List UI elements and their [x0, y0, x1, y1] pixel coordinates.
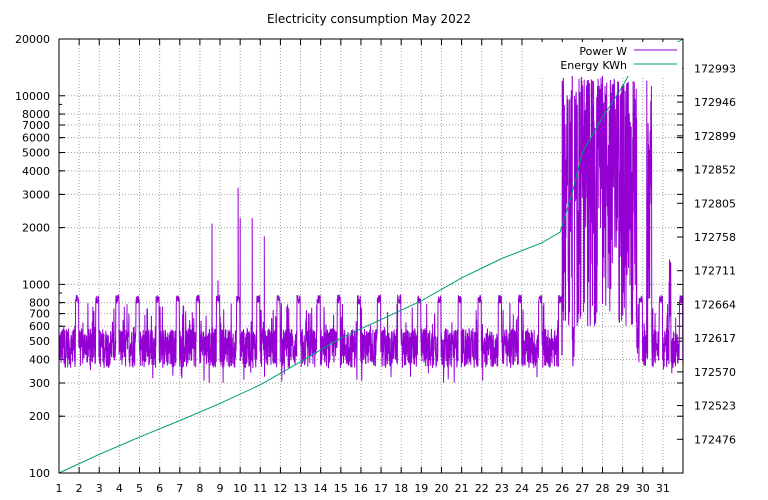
x-tick-label: 26 — [555, 482, 569, 495]
y-tick-label: 20000 — [15, 33, 50, 46]
x-tick-label: 4 — [116, 482, 123, 495]
x-tick-label: 21 — [455, 482, 469, 495]
y2-tick-label: 172570 — [694, 366, 736, 379]
x-tick-label: 2 — [76, 482, 83, 495]
x-tick-label: 25 — [535, 482, 549, 495]
x-tick-label: 10 — [233, 482, 247, 495]
x-tick-label: 18 — [394, 482, 408, 495]
x-tick-label: 30 — [636, 482, 650, 495]
legend-energy-label: Energy KWh — [560, 59, 627, 72]
y-tick-label: 100 — [29, 467, 50, 480]
power-series-line — [58, 47, 684, 383]
x-axis-ticks: 1 2 3 4 5 6 7 8 9 10 11 12 13 14 15 16 17 18 19 20 21 22 23 24 2… — [56, 39, 670, 495]
y-tick-label: 400 — [29, 353, 50, 366]
chart-title: Electricity consumption May 2022 — [267, 12, 471, 26]
x-tick-label: 29 — [616, 482, 630, 495]
y-tick-label: 300 — [29, 377, 50, 390]
y-tick-label: 600 — [29, 320, 50, 333]
y-tick-label: 700 — [29, 308, 50, 321]
x-tick-label: 7 — [176, 482, 183, 495]
x-tick-label: 3 — [96, 482, 103, 495]
x-tick-label: 19 — [414, 482, 428, 495]
y-tick-label: 1000 — [22, 278, 50, 291]
y-tick-label: 10000 — [15, 90, 50, 103]
y2-tick-label: 172617 — [694, 332, 736, 345]
x-tick-label: 24 — [515, 482, 529, 495]
y2-tick-label: 172476 — [694, 433, 736, 446]
x-tick-label: 12 — [273, 482, 287, 495]
y2-axis-ticks: 172476 172523 172570 172617 172664 172711 1727… — [677, 62, 736, 446]
y-tick-label: 6000 — [22, 132, 50, 145]
legend: Power W Energy KWh — [540, 42, 682, 76]
y2-tick-label: 172993 — [694, 62, 736, 75]
y-tick-label: 5000 — [22, 147, 50, 160]
y-tick-label: 800 — [29, 297, 50, 310]
y-tick-label: 2000 — [22, 222, 50, 235]
y2-tick-label: 172711 — [694, 265, 736, 278]
y2-tick-label: 172805 — [694, 197, 736, 210]
x-tick-label: 1 — [56, 482, 63, 495]
x-tick-label: 14 — [314, 482, 328, 495]
y2-tick-label: 172758 — [694, 231, 736, 244]
x-tick-label: 17 — [374, 482, 388, 495]
y-tick-label: 7000 — [22, 119, 50, 132]
x-tick-label: 31 — [656, 482, 670, 495]
x-tick-label: 16 — [354, 482, 368, 495]
y-tick-label: 500 — [29, 335, 50, 348]
y2-tick-label: 172946 — [694, 96, 736, 109]
x-tick-label: 6 — [156, 482, 163, 495]
x-tick-label: 22 — [475, 482, 489, 495]
y2-tick-label: 172523 — [694, 400, 736, 413]
legend-background — [540, 42, 682, 76]
y-tick-label: 4000 — [22, 165, 50, 178]
x-tick-label: 13 — [294, 482, 308, 495]
plot-frame — [58, 38, 684, 474]
x-tick-label: 27 — [575, 482, 589, 495]
y2-tick-label: 172852 — [694, 164, 736, 177]
x-tick-label: 15 — [334, 482, 348, 495]
x-tick-label: 11 — [253, 482, 267, 495]
y-tick-label: 200 — [29, 410, 50, 423]
y2-tick-label: 172664 — [694, 298, 736, 311]
x-tick-label: 23 — [495, 482, 509, 495]
x-tick-label: 5 — [136, 482, 143, 495]
x-tick-label: 9 — [217, 482, 224, 495]
x-tick-label: 20 — [434, 482, 448, 495]
x-tick-label: 28 — [595, 482, 609, 495]
legend-power-label: Power W — [579, 45, 627, 58]
plot-area — [58, 38, 684, 474]
x-tick-label: 8 — [196, 482, 203, 495]
y-tick-label: 8000 — [22, 108, 50, 121]
y-tick-label: 3000 — [22, 188, 50, 201]
y2-tick-label: 172899 — [694, 130, 736, 143]
